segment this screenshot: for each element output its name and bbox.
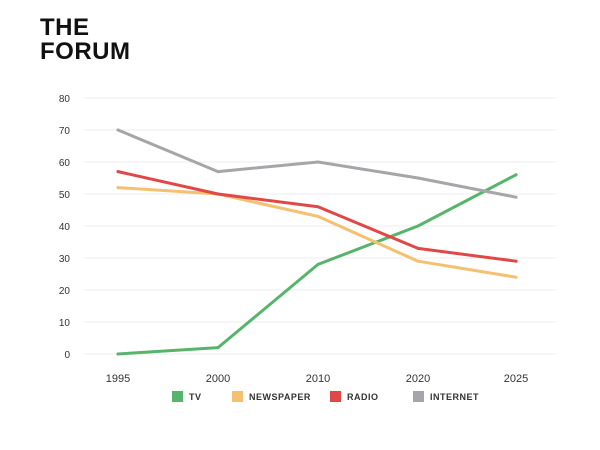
y-tick-label-30: 30 (59, 254, 71, 265)
data-point-internet-2025 (514, 195, 518, 199)
logo-line-1: THE (40, 14, 90, 41)
legend-label-tv: TV (189, 392, 202, 402)
data-point-internet-2000 (216, 170, 220, 174)
x-tick-label-2025: 2025 (504, 373, 528, 385)
logo-line-2: FORUM (40, 38, 131, 65)
data-point-newspaper-1995 (116, 186, 120, 190)
y-tick-label-60: 60 (59, 158, 71, 169)
data-point-radio-2025 (514, 259, 518, 263)
x-tick-label-2000: 2000 (206, 373, 230, 385)
legend-label-radio: RADIO (347, 392, 379, 402)
legend-swatch-radio (330, 391, 341, 402)
data-point-radio-2020 (416, 246, 420, 250)
data-point-internet-2010 (316, 160, 320, 164)
brand-logo: THE FORUM (40, 16, 160, 68)
data-point-radio-1995 (116, 170, 120, 174)
x-tick-label-1995: 1995 (106, 373, 130, 385)
data-point-radio-2010 (316, 205, 320, 209)
y-tick-label-20: 20 (59, 286, 71, 297)
y-tick-label-40: 40 (59, 222, 71, 233)
data-point-internet-1995 (116, 128, 120, 132)
y-tick-label-0: 0 (64, 350, 70, 361)
data-point-newspaper-2010 (316, 214, 320, 218)
data-point-radio-2000 (216, 192, 220, 196)
legend-swatch-newspaper (232, 391, 243, 402)
y-tick-label-10: 10 (59, 318, 71, 329)
legend-swatch-tv (172, 391, 183, 402)
data-point-internet-2020 (416, 176, 420, 180)
x-tick-label-2020: 2020 (406, 373, 430, 385)
data-point-newspaper-2025 (514, 275, 518, 279)
data-point-tv-2000 (216, 346, 220, 350)
data-point-newspaper-2020 (416, 259, 420, 263)
y-tick-label-70: 70 (59, 126, 71, 137)
y-tick-label-80: 80 (59, 94, 71, 105)
legend-label-newspaper: NEWSPAPER (249, 392, 311, 402)
x-tick-label-2010: 2010 (306, 373, 330, 385)
data-point-tv-1995 (116, 352, 120, 356)
legend-label-internet: INTERNET (430, 392, 479, 402)
y-tick-label-50: 50 (59, 190, 71, 201)
legend-swatch-internet (413, 391, 424, 402)
data-point-tv-2020 (416, 224, 420, 228)
data-point-tv-2025 (514, 173, 518, 177)
series-line-internet (116, 128, 518, 199)
data-point-tv-2010 (316, 262, 320, 266)
